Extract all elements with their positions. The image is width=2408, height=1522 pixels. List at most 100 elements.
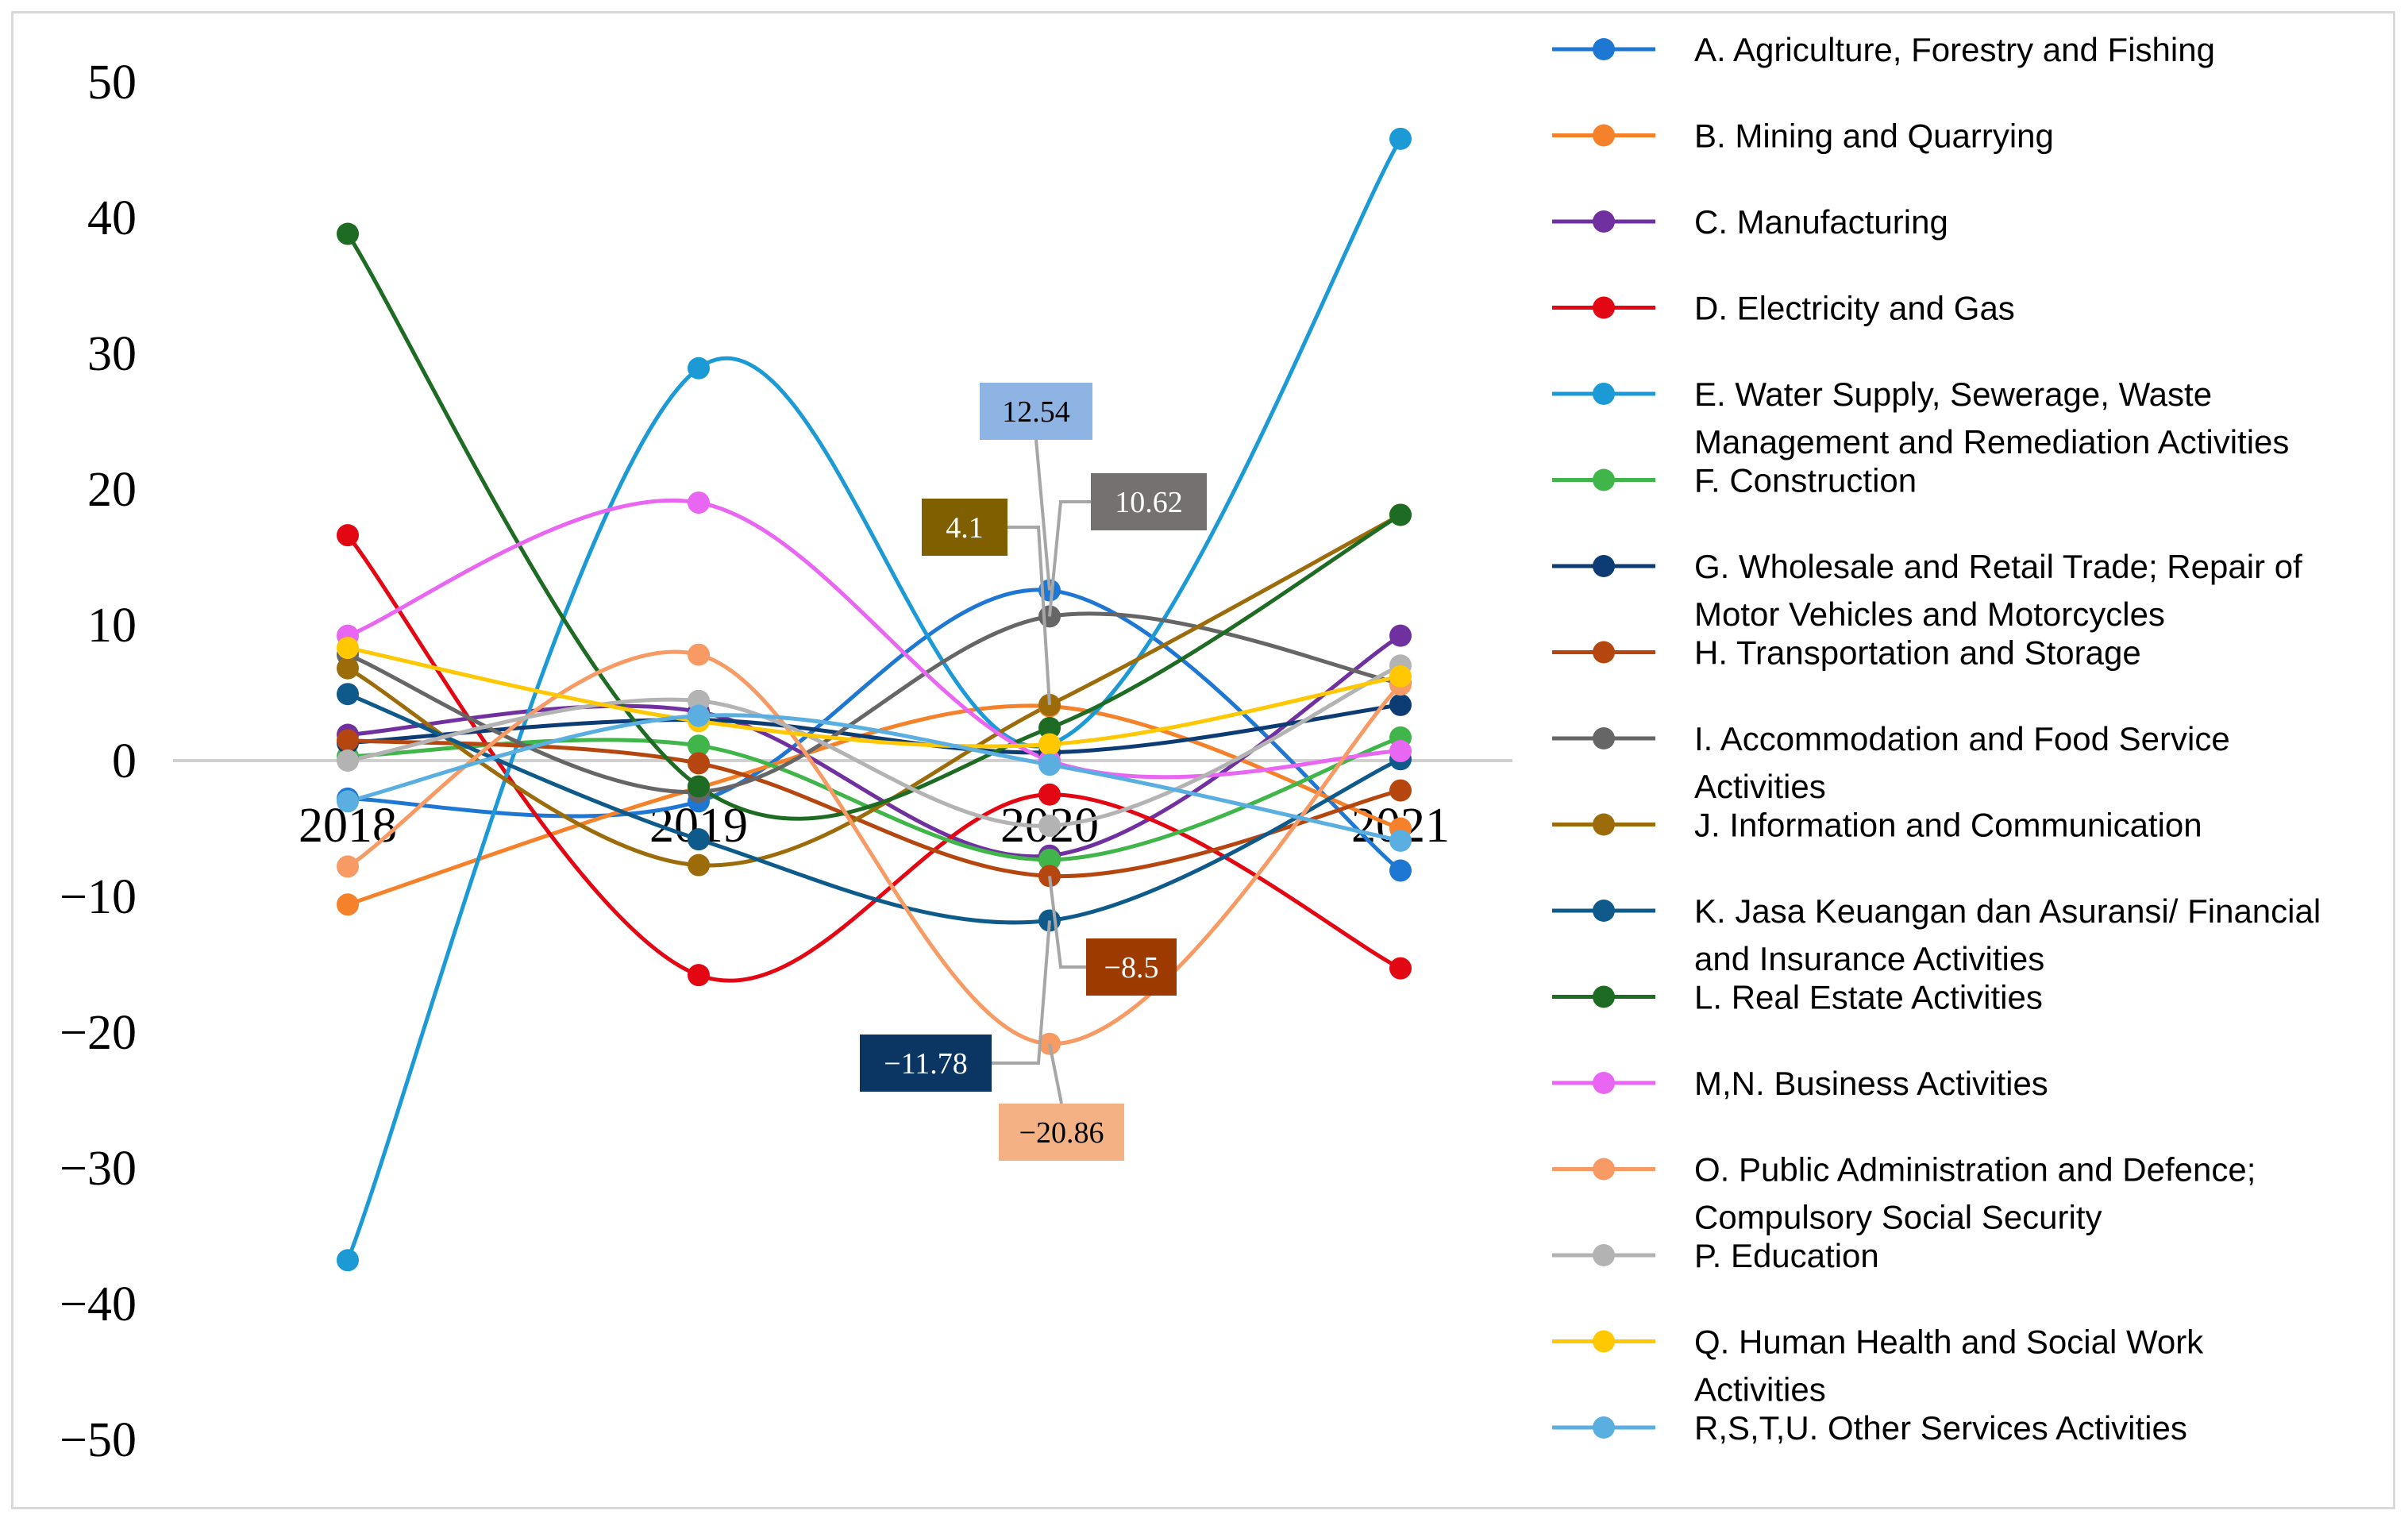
data-point: [1038, 815, 1061, 838]
legend-marker: [1593, 555, 1615, 577]
data-point: [1389, 829, 1412, 852]
legend-label: I. Accommodation and Food Service Activit…: [1694, 720, 2230, 805]
data-point: [688, 643, 710, 666]
data-point: [688, 828, 710, 851]
legend-marker: [1593, 900, 1615, 922]
y-tick-label: 40: [87, 191, 137, 245]
legend-item: O. Public Administration and Defence; Com…: [1552, 1151, 2256, 1236]
data-point: [337, 1249, 359, 1272]
callout-label: 10.62: [1115, 486, 1183, 519]
legend-item: G. Wholesale and Retail Trade; Repair of…: [1552, 548, 2302, 633]
data-point: [1389, 127, 1412, 150]
series-line: [347, 588, 1402, 873]
legend-label: C. Manufacturing: [1694, 203, 1948, 241]
y-tick-label: 20: [87, 463, 137, 517]
series-layer: [337, 127, 1412, 1272]
callout-box: [980, 383, 1092, 440]
y-tick-label: −40: [60, 1277, 137, 1331]
data-point: [1389, 624, 1412, 647]
callout-label: −11.78: [884, 1047, 968, 1081]
data-point: [337, 637, 359, 660]
data-point: [1038, 848, 1061, 871]
data-point: [1389, 693, 1412, 716]
legend-item: L. Real Estate Activities: [1552, 979, 2043, 1016]
series-line: [347, 713, 1401, 843]
data-point: [688, 964, 710, 987]
legend-label: F. Construction: [1694, 462, 1917, 499]
legend-item: R,S,T,U. Other Services Activities: [1552, 1409, 2187, 1447]
y-tick-label: −10: [60, 870, 137, 924]
data-point: [1038, 753, 1061, 776]
data-point: [337, 222, 359, 245]
y-tick-label: −20: [60, 1006, 137, 1060]
callout-label: −20.86: [1019, 1116, 1104, 1150]
series-line: [347, 664, 1402, 828]
legend-item: A. Agriculture, Forestry and Fishing: [1552, 31, 2215, 68]
legend-item: C. Manufacturing: [1552, 203, 1948, 241]
y-tick-label: −30: [60, 1142, 137, 1196]
legend-item: Q. Human Health and Social Work Activitie…: [1552, 1324, 2204, 1408]
legend-label: B. Mining and Quarrying: [1694, 118, 2054, 155]
series-line: [346, 534, 1402, 983]
legend-item: J. Information and Communication: [1552, 807, 2202, 844]
legend-item: P. Education: [1552, 1237, 1879, 1274]
legend-marker: [1593, 1072, 1615, 1094]
series-line: [347, 645, 1401, 749]
callout-label: 4.1: [946, 511, 984, 545]
legend-marker: [1593, 985, 1615, 1008]
legend-marker: [1593, 296, 1615, 319]
legend-marker: [1593, 1244, 1615, 1266]
y-tick-label: 10: [87, 599, 137, 653]
data-point: [688, 734, 710, 757]
callout-layer: 12.54 10.62 4.1 −8.5 −11.78 −20.86: [860, 383, 1207, 1161]
callout-box: [860, 1035, 992, 1092]
legend-marker: [1593, 727, 1615, 749]
y-tick-label: 50: [87, 56, 137, 110]
callout-box: [999, 1104, 1124, 1161]
callout-leader: [1034, 439, 1051, 591]
data-point: [1389, 665, 1412, 688]
data-point: [337, 683, 359, 706]
callout-label: −8.5: [1104, 951, 1159, 984]
series-line: [346, 513, 1402, 868]
series-line: [345, 233, 1402, 821]
data-point: [337, 729, 359, 752]
data-point: [1038, 733, 1061, 756]
legend-label: O. Public Administration and Defence; Com…: [1694, 1151, 2256, 1236]
legend-item: I. Accommodation and Food Service Activit…: [1552, 720, 2230, 805]
data-point: [688, 752, 710, 775]
legend-item: B. Mining and Quarrying: [1552, 118, 2054, 155]
legend-label: G. Wholesale and Retail Trade; Repair of…: [1694, 548, 2302, 633]
series-line: [345, 137, 1403, 1262]
data-point: [337, 893, 359, 916]
legend-marker: [1593, 1158, 1615, 1181]
series-line: [347, 738, 1401, 879]
legend-label: E. Water Supply, Sewerage, Waste Manageme…: [1694, 376, 2289, 460]
callout-leader: [1048, 500, 1091, 617]
legend-label: M,N. Business Activities: [1694, 1065, 2048, 1102]
legend-label: Q. Human Health and Social Work Activitie…: [1694, 1324, 2204, 1408]
data-point: [337, 790, 359, 813]
series-line: [346, 649, 1402, 1046]
callout-leader: [1048, 1043, 1063, 1104]
data-point: [688, 704, 710, 727]
legend-label: P. Education: [1694, 1237, 1879, 1274]
legend-marker: [1593, 641, 1615, 664]
legend-marker: [1593, 210, 1615, 233]
legend-item: K. Jasa Keuangan dan Asuransi/ Financial…: [1552, 892, 2321, 977]
callout-label: 12.54: [1002, 395, 1070, 429]
legend-marker: [1593, 1330, 1615, 1353]
data-point: [688, 356, 710, 380]
y-tick-label: 0: [112, 734, 137, 788]
legend-marker: [1593, 383, 1615, 405]
legend-item: F. Construction: [1552, 462, 1917, 499]
data-point: [688, 775, 710, 798]
callout-box: [1086, 938, 1177, 996]
legend-item: E. Water Supply, Sewerage, Waste Manageme…: [1552, 376, 2289, 460]
data-point: [1038, 716, 1061, 739]
legend-item: H. Transportation and Storage: [1552, 634, 2141, 672]
legend-item: M,N. Business Activities: [1552, 1065, 2048, 1102]
series-line: [347, 703, 1401, 755]
legend-label: H. Transportation and Storage: [1694, 634, 2141, 672]
